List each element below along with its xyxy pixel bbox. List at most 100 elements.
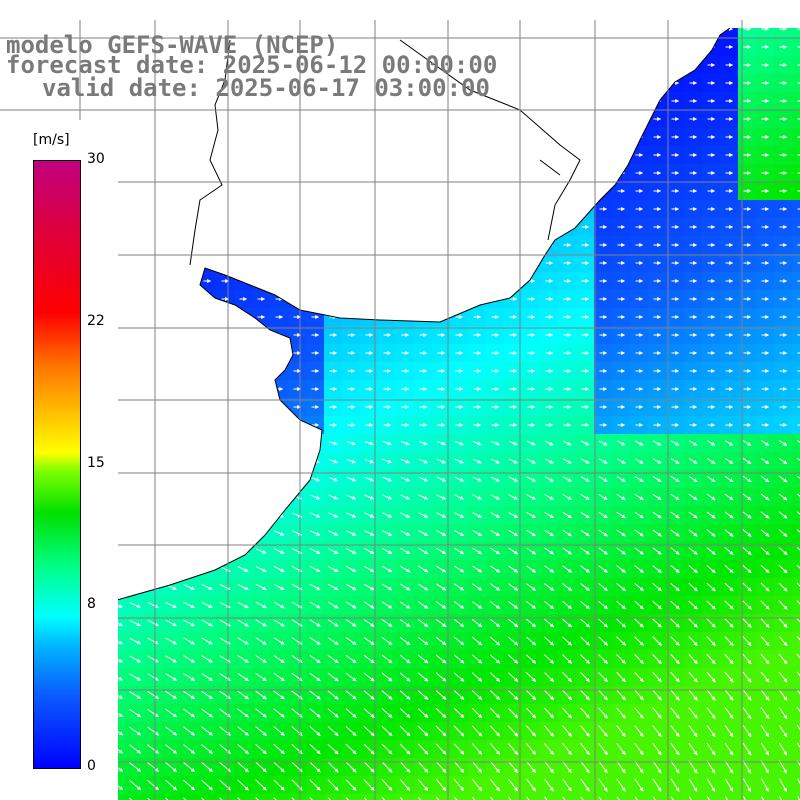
wind-speed-cell [792,236,800,255]
wind-arrow [670,476,680,482]
wind-speed-cell [360,794,379,800]
wind-arrow [742,475,752,483]
wind-speed-cell [702,794,721,800]
wind-speed-cell [792,776,800,795]
wind-speed-cell [792,56,800,75]
wind-arrow [778,475,788,483]
wind-arrow [436,458,446,464]
wind-arrow [544,494,554,500]
wind-arrow [418,494,429,500]
map-title-valid-date: valid date: 2025-06-17 03:00:00 [42,74,490,102]
wind-speed-cell [198,794,217,800]
wind-speed-cell [720,28,739,39]
wind-arrow [400,494,411,500]
wind-speed-cell [792,326,800,345]
wind-arrow [724,458,734,464]
wind-arrow [580,494,590,500]
wind-arrow [364,441,374,446]
wind-arrow [526,476,536,482]
wind-arrow [562,458,572,464]
wind-speed-cell [792,758,800,777]
wind-arrow [526,494,536,500]
wind-arrow [472,440,482,446]
wind-arrow [472,476,482,482]
wind-arrow [796,457,800,465]
wind-speed-cell [738,28,757,39]
wind-speed-cell [792,434,800,453]
wind-speed-cell [792,686,800,705]
wind-arrow [364,476,375,482]
wind-arrow [796,475,800,483]
wind-arrow [652,458,662,464]
wind-speed-cell [612,794,631,800]
colorbar-tick-label: 8 [87,596,96,613]
wind-arrow [544,476,554,482]
wind-speed-cell [792,272,800,291]
wind-speed-cell [792,506,800,525]
wind-speed-cell [792,722,800,741]
wind-speed-cell [738,794,757,800]
wind-arrow [634,476,644,482]
wind-speed-cell [792,28,800,39]
wind-arrow [508,440,518,446]
wind-speed-cell [450,794,469,800]
wind-arrow [688,458,698,464]
wind-speed-cell [792,650,800,669]
wind-arrow [760,475,770,483]
wind-speed-cell [774,794,793,800]
colorbar-tick-label: 0 [87,758,96,774]
wind-arrow [328,476,339,482]
wind-speed-cell [792,74,800,93]
wind-speed-cell [180,794,199,800]
wind-arrow [724,440,734,446]
wind-arrow [742,458,752,464]
wind-speed-cell [522,794,541,800]
wind-arrow [508,494,518,500]
colorbar-tick-label: 15 [87,454,105,471]
wind-arrow [598,440,608,446]
colorbar-units: [m/s] [33,132,70,148]
wind-speed-cell [792,146,800,165]
wind-arrow [670,458,680,464]
wind-arrow [382,458,392,464]
wind-arrow [382,476,393,482]
wind-speed-cell [378,794,397,800]
wind-arrow [472,458,482,464]
wind-speed-cell [792,92,800,111]
wind-arrow [634,440,644,446]
wind-arrow [472,494,483,500]
wind-speed-cell [630,794,649,800]
wind-arrow [688,440,698,446]
wind-speed-cell [288,794,307,800]
wind-arrow [508,458,518,464]
wind-speed-cell [792,308,800,327]
wind-arrow [346,494,357,500]
wind-arrow [418,458,428,464]
wind-arrow [418,476,429,482]
wind-speed-cell [756,28,775,39]
wind-arrow [400,458,410,464]
wind-arrow [598,493,608,501]
wind-speed-cell [576,794,595,800]
wind-arrow [760,440,770,446]
wind-speed-cell [792,290,800,309]
colorbar-tick-label: 30 [87,151,105,167]
wind-arrow [706,440,716,446]
wind-arrow [598,476,608,482]
wind-arrow [436,440,446,446]
wind-speed-cell [162,794,181,800]
wind-speed-cell [792,668,800,687]
wind-speed-cell [486,794,505,800]
wind-speed-cell [468,794,487,800]
wind-arrow [382,494,393,500]
wind-arrow [544,458,554,464]
wind-speed-cell [648,794,667,800]
wind-arrow [454,458,464,464]
wind-speed-cell [792,254,800,273]
wind-arrow [562,476,572,482]
wind-speed-cell [144,794,163,800]
wind-arrow [454,440,464,446]
wind-speed-cell [792,38,800,57]
